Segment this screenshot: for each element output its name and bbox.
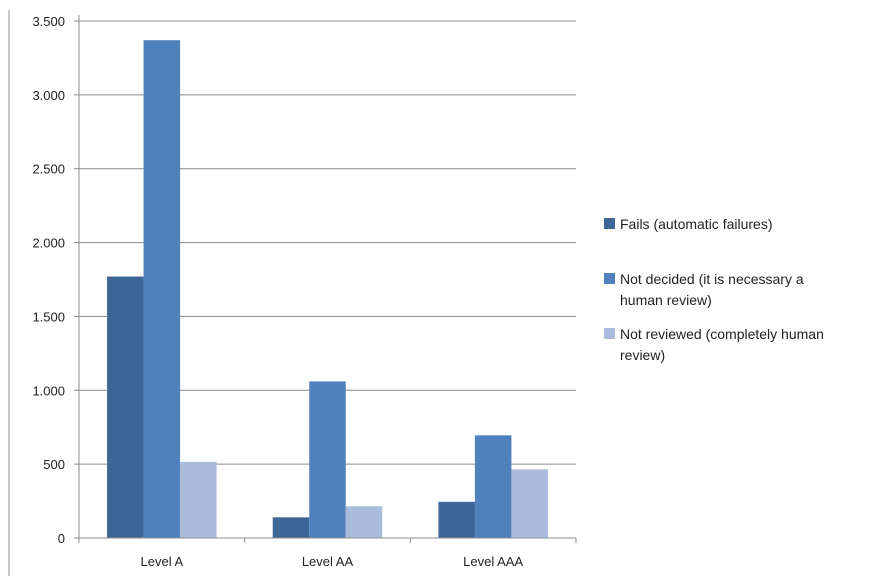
bar bbox=[345, 506, 383, 538]
x-axis: Level A Level AA Level AAA bbox=[78, 537, 577, 569]
y-tick-label: 0 bbox=[58, 531, 65, 546]
y-tick-label: 1.000 bbox=[32, 383, 65, 398]
y-tick-label: 1.500 bbox=[32, 309, 65, 324]
legend: Fails (automatic failures) Not decided (i… bbox=[604, 216, 824, 363]
bar bbox=[143, 40, 181, 539]
y-tick-label: 2.000 bbox=[32, 236, 65, 251]
bar bbox=[511, 469, 548, 538]
y-axis: 0 500 1.000 1.500 2.000 2.500 3.000 3.500 bbox=[8, 10, 80, 576]
legend-swatch bbox=[604, 328, 615, 339]
bar bbox=[180, 461, 217, 538]
legend-label: Not decided (it is necessary a human revi… bbox=[620, 271, 804, 308]
bar bbox=[438, 501, 475, 538]
legend-swatch bbox=[604, 218, 615, 229]
y-tick-label: 2.500 bbox=[32, 162, 65, 177]
bar bbox=[474, 435, 512, 538]
x-tick-label: Level AA bbox=[302, 554, 354, 569]
y-tick-label: 500 bbox=[43, 457, 65, 472]
x-tick-label: Level A bbox=[141, 554, 184, 569]
bars bbox=[107, 40, 548, 539]
y-tick-label: 3.500 bbox=[32, 14, 65, 29]
bar bbox=[107, 276, 144, 538]
bar bbox=[309, 381, 346, 538]
x-tick-label: Level AAA bbox=[463, 554, 523, 569]
bar bbox=[272, 517, 310, 538]
legend-label: Not reviewed (completely human review) bbox=[620, 326, 824, 363]
legend-label: Fails (automatic failures) bbox=[620, 216, 773, 232]
y-tick-label: 3.000 bbox=[32, 88, 65, 103]
legend-swatch bbox=[604, 273, 615, 284]
